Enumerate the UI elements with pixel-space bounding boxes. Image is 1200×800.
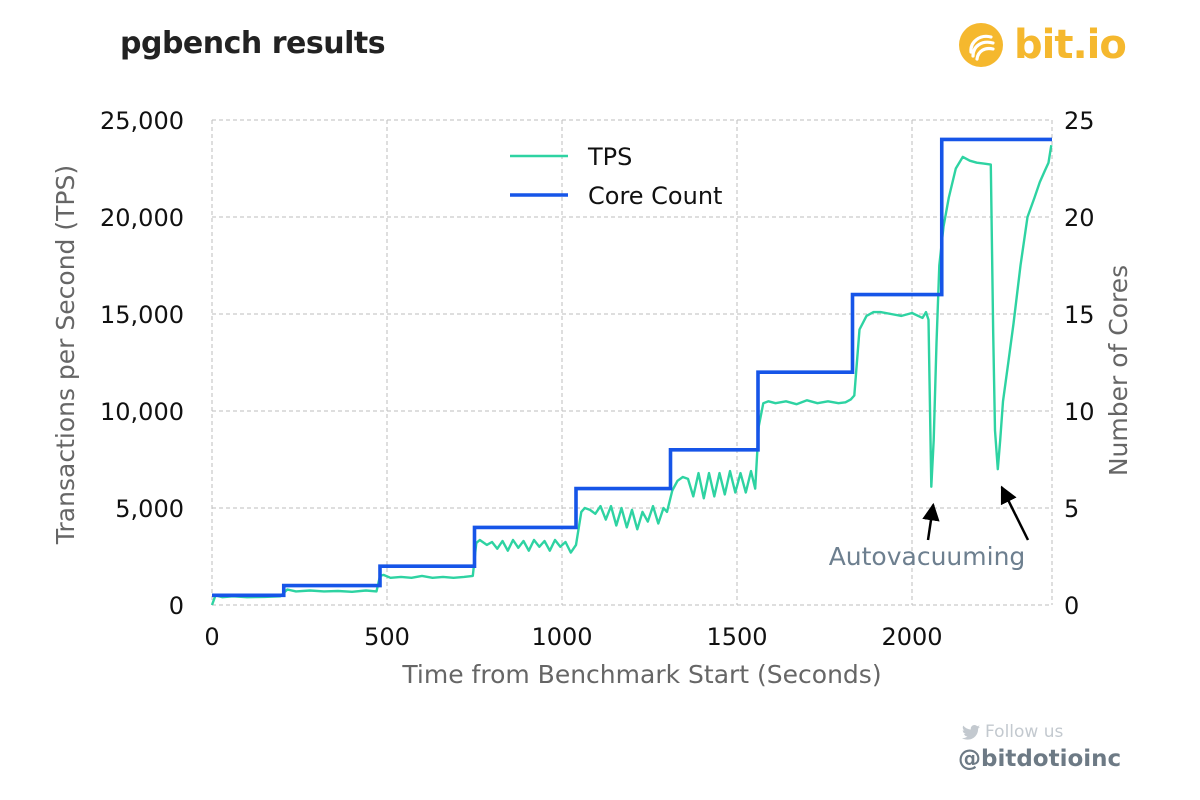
x-tick-label: 500 bbox=[364, 623, 410, 651]
x-tick-label: 1500 bbox=[706, 623, 767, 651]
annotations: Autovacuuming bbox=[829, 485, 1030, 571]
annotation-arrow bbox=[922, 502, 940, 541]
follow-us[interactable]: Follow us bbox=[962, 722, 1063, 742]
tps-series-line bbox=[210, 145, 1053, 606]
follow-label: Follow us bbox=[985, 722, 1064, 742]
social-handle[interactable]: @bitdotioinc bbox=[958, 746, 1122, 772]
legend-label-core-count: Core Count bbox=[588, 182, 722, 210]
y2-tick-label: 0 bbox=[1064, 592, 1079, 620]
core-count-series-line bbox=[212, 137, 1052, 598]
y-tick-label: 20,000 bbox=[100, 204, 184, 232]
x-axis-label: Time from Benchmark Start (Seconds) bbox=[401, 660, 881, 689]
axes: 0 5,000 10,000 15,000 20,000 25,000 0 5 10 15 20 25… bbox=[51, 107, 1133, 689]
x-tick-label: 1000 bbox=[531, 623, 592, 651]
y-tick-label: 25,000 bbox=[100, 107, 184, 135]
page-title: pgbench results bbox=[120, 26, 386, 61]
y2-tick-label: 5 bbox=[1064, 495, 1079, 523]
brand-name: bit.io bbox=[1014, 22, 1127, 68]
y-tick-label: 5,000 bbox=[115, 495, 184, 523]
annotation-arrow bbox=[1000, 485, 1030, 541]
y-tick-label: 10,000 bbox=[100, 398, 184, 426]
y2-tick-label: 20 bbox=[1064, 204, 1095, 232]
y2-tick-label: 25 bbox=[1064, 107, 1095, 135]
y-axis-label: Transactions per Second (TPS) bbox=[51, 165, 80, 545]
y2-axis-label: Number of Cores bbox=[1104, 265, 1133, 476]
legend: TPS Core Count bbox=[510, 143, 722, 210]
y2-tick-label: 15 bbox=[1064, 301, 1095, 329]
y-tick-label: 0 bbox=[169, 592, 184, 620]
brand-logo: bit.io bbox=[958, 18, 1127, 72]
grid-lines bbox=[211, 119, 1053, 606]
bitio-swirl-logo-icon bbox=[959, 23, 1003, 67]
twitter-bird-icon bbox=[962, 724, 980, 740]
annotation-label: Autovacuuming bbox=[829, 542, 1026, 571]
legend-label-tps: TPS bbox=[587, 143, 632, 171]
x-tick-label: 0 bbox=[204, 623, 219, 651]
x-tick-label: 2000 bbox=[881, 623, 942, 651]
y2-tick-label: 10 bbox=[1064, 398, 1095, 426]
y-tick-label: 15,000 bbox=[100, 301, 184, 329]
series-lines bbox=[210, 137, 1053, 606]
